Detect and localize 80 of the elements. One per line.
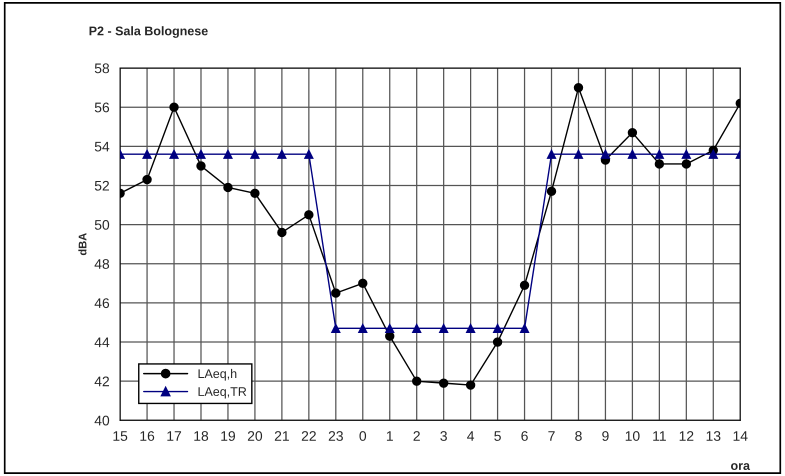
point <box>250 149 260 159</box>
x-tick-label: 12 <box>680 431 694 441</box>
y-tick-label: 58 <box>94 63 110 74</box>
x-tick-label: 17 <box>167 431 182 441</box>
x-tick-label: 13 <box>706 431 720 441</box>
point <box>358 324 368 334</box>
point <box>546 186 556 196</box>
point <box>654 159 664 169</box>
x-tick-label: 8 <box>575 431 582 441</box>
y-tick-label: 44 <box>94 338 110 348</box>
x-axis-title: ora <box>731 463 750 470</box>
point <box>520 280 530 290</box>
point <box>331 324 340 334</box>
y-tick-label: 42 <box>94 376 109 386</box>
x-tick-label: 0 <box>359 431 366 441</box>
point <box>223 182 233 192</box>
x-tick-label: 19 <box>221 431 236 441</box>
point <box>223 149 233 159</box>
point <box>250 188 260 198</box>
point <box>708 149 718 159</box>
point <box>574 82 584 92</box>
y-tick-label: 40 <box>94 416 110 426</box>
point <box>196 149 206 159</box>
point <box>654 149 664 159</box>
x-tick-label: 7 <box>548 431 555 441</box>
point <box>412 376 422 386</box>
x-tick-label: 16 <box>140 431 154 441</box>
point <box>628 149 638 159</box>
x-tick-label: 18 <box>194 431 208 441</box>
point <box>682 149 692 159</box>
y-axis-title: dBA <box>78 233 86 256</box>
y-tick-label: 54 <box>94 142 110 152</box>
point <box>628 128 638 138</box>
x-tick-label: 5 <box>494 431 501 441</box>
legend-label: LAeq,TR <box>198 387 246 398</box>
point <box>574 149 584 159</box>
x-tick-label: 14 <box>734 431 748 441</box>
point <box>466 324 476 334</box>
point <box>438 378 448 388</box>
x-tick-label: 2 <box>414 431 420 441</box>
point <box>385 324 394 334</box>
y-tick-label: 48 <box>94 259 110 269</box>
point <box>169 102 179 112</box>
y-tick-label: 56 <box>94 102 110 112</box>
point <box>304 149 314 159</box>
y-tick-label: 52 <box>94 180 109 191</box>
point <box>277 228 287 238</box>
chart-title: P2 - Sala Bolognese <box>90 26 208 38</box>
point <box>358 278 368 288</box>
x-tick-label: 6 <box>521 431 528 441</box>
point <box>600 149 610 159</box>
x-tick-label: 4 <box>467 431 474 441</box>
point <box>196 161 206 171</box>
point <box>492 324 502 334</box>
point <box>142 149 152 159</box>
x-tick-label: 11 <box>653 431 666 441</box>
x-tick-label: 20 <box>248 431 262 441</box>
point <box>466 380 476 390</box>
x-tick-label: 21 <box>274 431 289 441</box>
x-tick-label: 15 <box>113 431 128 441</box>
x-tick-label: 22 <box>302 431 316 441</box>
point <box>412 324 422 334</box>
point <box>169 149 179 159</box>
x-tick-label: 9 <box>602 431 609 441</box>
point <box>438 324 448 334</box>
point <box>492 337 502 347</box>
point <box>304 210 314 220</box>
x-tick-label: 23 <box>328 431 343 441</box>
x-tick-label: 1 <box>386 431 393 441</box>
point <box>546 149 556 159</box>
point <box>142 174 152 184</box>
point <box>277 149 287 159</box>
x-tick-label: 3 <box>440 431 447 441</box>
point <box>682 159 692 169</box>
y-tick-label: 50 <box>94 220 110 230</box>
point <box>331 288 340 298</box>
point <box>520 324 530 334</box>
legend-label: LAeq,h <box>198 368 236 381</box>
y-tick-label: 46 <box>94 298 110 308</box>
x-tick-label: 10 <box>626 431 640 441</box>
